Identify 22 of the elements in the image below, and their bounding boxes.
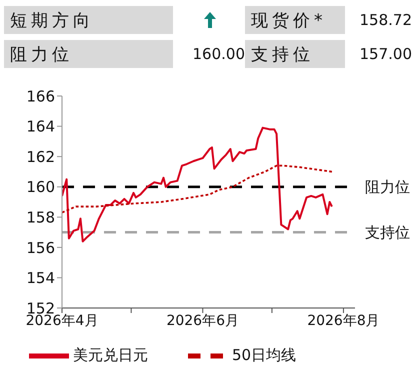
y-tick-label: 156 — [26, 238, 55, 257]
y-tick-label: 166 — [26, 87, 55, 106]
text: 157.00 — [360, 45, 412, 63]
x-tick-label: 2026年8月 — [307, 312, 380, 329]
text: 支持位 — [251, 44, 314, 66]
text: 158.72 — [360, 11, 412, 29]
text: 阻力位 — [10, 44, 73, 66]
ref-line-label: 支持位 — [365, 224, 410, 242]
y-tick-label: 158 — [26, 208, 55, 226]
legend-label: 50日均线 — [232, 346, 296, 364]
line-series — [62, 164, 333, 214]
text: 160.00 — [192, 45, 245, 63]
y-tick-label: 160 — [26, 178, 55, 196]
line-series — [62, 126, 333, 242]
ref-line-label: 阻力位 — [365, 178, 410, 196]
x-tick-label: 2026年6月 — [166, 312, 240, 329]
y-tick-label: 164 — [26, 118, 55, 136]
y-tick-label: 162 — [26, 148, 55, 166]
text: 现货价* — [251, 10, 326, 32]
legend-label: 美元兑日元 — [72, 346, 148, 364]
y-tick-label: 154 — [26, 269, 55, 288]
text: 短期方向 — [10, 10, 94, 32]
